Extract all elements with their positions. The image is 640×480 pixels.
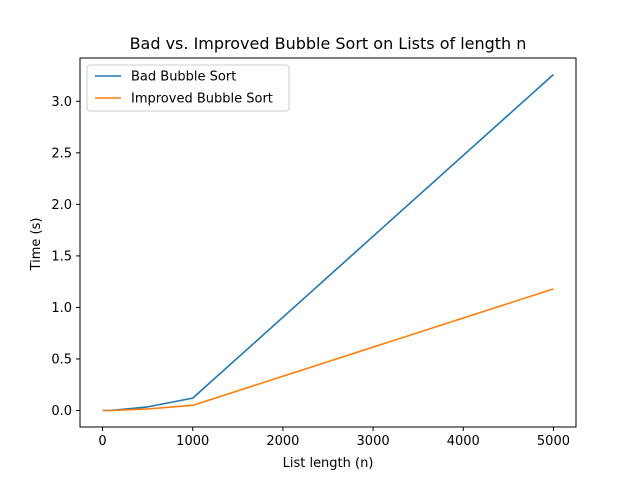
legend-box — [86, 64, 290, 112]
plot-area — [102, 73, 554, 412]
x-tick-label: 3000 — [357, 434, 390, 449]
y-tick-label: 0.5 — [51, 352, 72, 367]
axis-ticks: 0 1000 2000 3000 4000 5000 0.0 0.5 1.0 1.5 2.0 2.5 3… — [51, 95, 570, 449]
legend: Bad Bubble Sort Improved Bubble Sort — [86, 64, 290, 112]
series-line-2 — [102, 288, 554, 412]
y-tick-label: 2.0 — [51, 198, 72, 213]
x-tick-label: 2000 — [266, 434, 299, 449]
x-tick-label: 5000 — [537, 434, 570, 449]
y-tick-label: 1.5 — [51, 249, 72, 264]
x-tick-label: 1000 — [176, 434, 209, 449]
legend-label: Bad Bubble Sort — [131, 70, 236, 85]
y-axis-title: Time (s) — [29, 218, 44, 272]
chart-title: Bad vs. Improved Bubble Sort on Lists of… — [130, 34, 527, 53]
y-tick-label: 2.5 — [51, 146, 72, 161]
y-tick-label: 1.0 — [51, 301, 72, 316]
x-tick-label: 4000 — [447, 434, 480, 449]
x-axis-title: List length (n) — [283, 456, 374, 471]
plot-frame — [79, 57, 577, 428]
x-tick-label: 0 — [98, 434, 106, 449]
y-tick-label: 3.0 — [51, 95, 72, 110]
legend-label: Improved Bubble Sort — [131, 92, 273, 107]
y-tick-label: 0.0 — [51, 404, 72, 419]
